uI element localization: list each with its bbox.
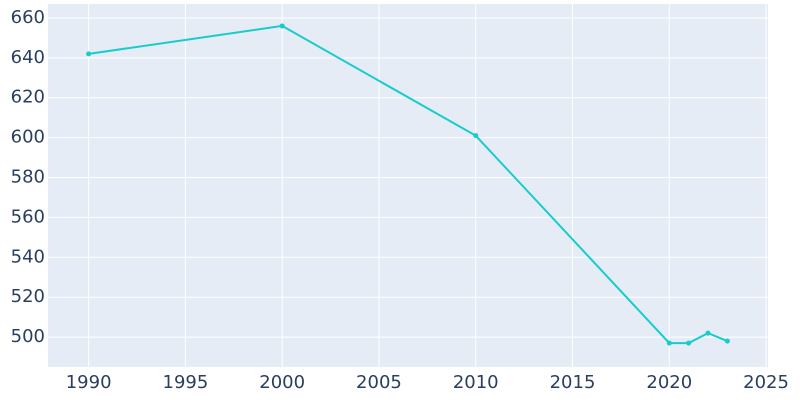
y-tick-label: 640 (11, 47, 45, 68)
x-tick-label: 1990 (66, 372, 112, 393)
y-tick-label: 520 (11, 286, 45, 307)
y-tick-label: 580 (11, 167, 45, 188)
y-tick-label: 560 (11, 206, 45, 227)
y-tick-label: 660 (11, 7, 45, 28)
y-tick-label: 600 (11, 127, 45, 148)
x-tick-label: 2025 (743, 372, 789, 393)
y-tick-label: 540 (11, 246, 45, 267)
y-tick-label: 500 (11, 326, 45, 347)
marker (705, 330, 711, 336)
x-tick-label: 2015 (550, 372, 596, 393)
plot-area (48, 4, 768, 367)
marker (86, 51, 92, 57)
marker (666, 340, 672, 346)
x-tick-label: 2020 (646, 372, 692, 393)
marker (686, 340, 692, 346)
x-tick-label: 2010 (453, 372, 499, 393)
marker (473, 133, 479, 139)
marker (724, 338, 730, 344)
x-tick-label: 1995 (163, 372, 209, 393)
marker (279, 23, 285, 29)
x-tick-label: 2005 (356, 372, 402, 393)
x-tick-label: 2000 (259, 372, 305, 393)
y-tick-label: 620 (11, 87, 45, 108)
